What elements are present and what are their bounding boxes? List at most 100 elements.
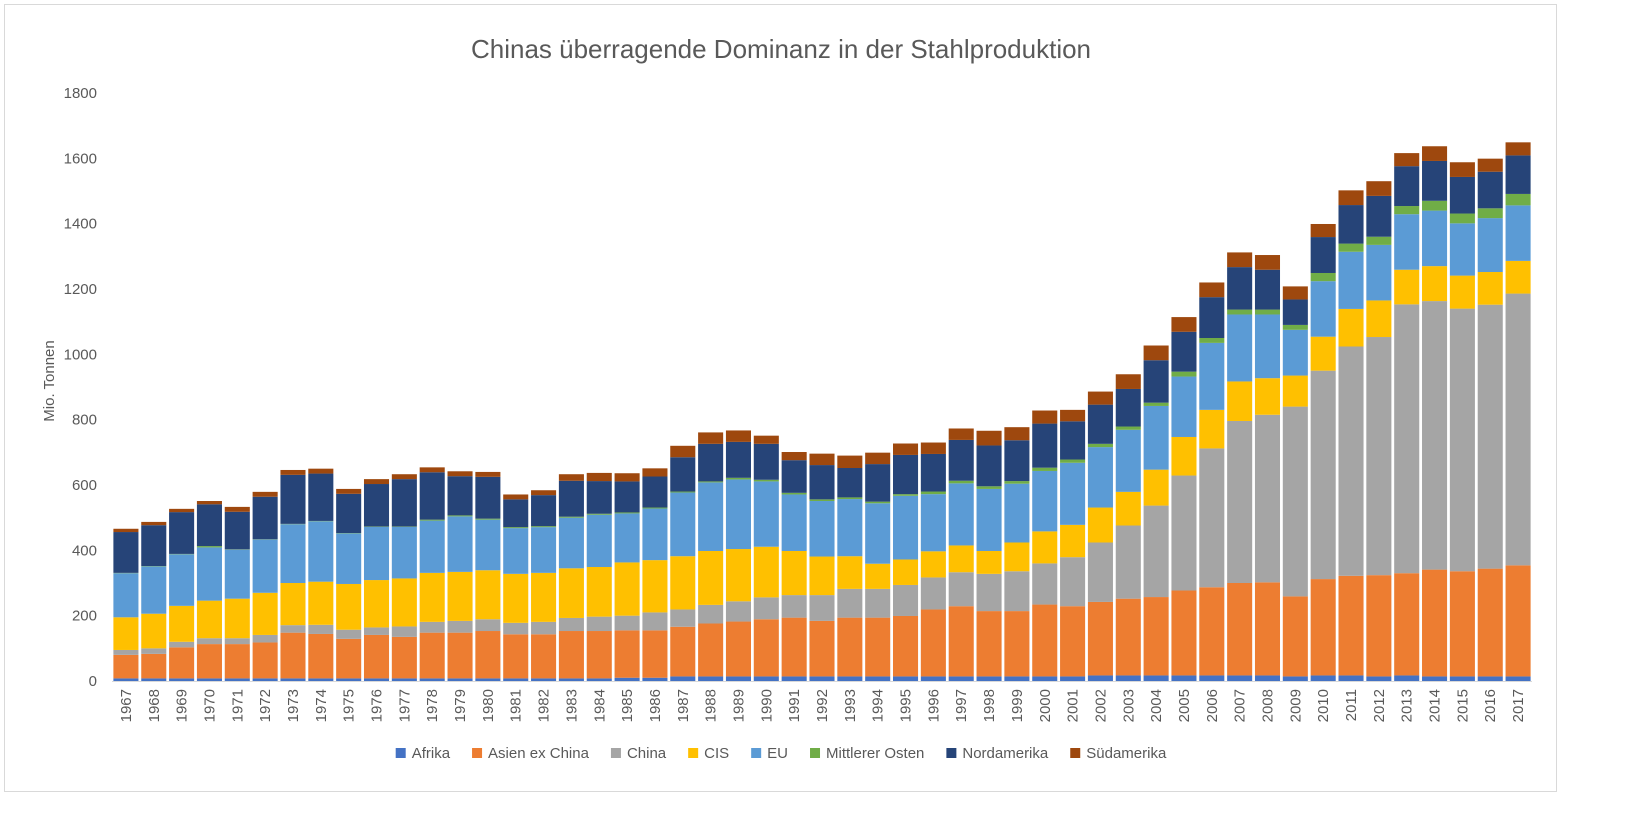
chart-frame: Chinas überragende Dominanz in der Stahl… [4,4,1557,792]
bars-group [113,142,1531,681]
bar-segment [1422,146,1448,161]
bar-segment [781,452,807,461]
bar-segment [447,476,473,516]
bar-segment [1004,427,1030,441]
bar-segment [419,572,445,622]
bar-segment [252,539,278,593]
x-tick-label: 2015 [1454,689,1471,722]
bar-segment [948,428,974,440]
bar-segment [224,511,250,550]
bar-segment [1087,443,1113,448]
bar-segment [1422,160,1448,201]
x-tick-label: 1969 [174,689,191,722]
bar-segment [336,583,362,630]
bar-segment [1171,371,1197,377]
bar-segment [1254,309,1281,315]
bar-segment [308,678,334,681]
bar-segment [503,573,529,623]
bar-segment [336,493,362,534]
bar-segment [614,562,640,616]
bar-segment [920,491,946,495]
bar-segment [1477,158,1503,172]
legend-swatch [810,748,821,758]
bar-segment [865,503,891,564]
bar-segment [1254,582,1281,676]
bar-segment [725,549,751,602]
bar-segment [670,609,696,627]
bar-segment [503,494,529,500]
bar-segment [1004,481,1030,484]
bar-segment [698,676,724,681]
bar-segment [280,678,306,681]
bar-segment [1338,205,1364,244]
legend: Afrika Asien ex China China CIS EU Mittlerer … [395,745,1167,762]
bar-segment [1115,426,1141,430]
bar-segment [558,474,584,481]
bar-segment [475,519,501,571]
bar-segment [614,512,640,514]
bar-segment [976,430,1002,446]
bar-segment [1254,675,1281,681]
bar-segment [1004,611,1030,677]
bar-segment [920,494,946,552]
bar-segment [698,550,724,605]
x-tick-label: 1972 [257,689,274,722]
bar-segment [1060,606,1086,677]
bar-segment [419,632,445,679]
bar-segment [363,627,390,635]
bar-segment [558,516,584,518]
bar-segment [1366,244,1392,301]
legend-label: Mittlerer Osten [826,745,924,762]
bar-segment [1199,409,1225,449]
bar-segment [1282,329,1308,376]
bar-segment [196,501,222,505]
bar-segment [1338,346,1364,576]
bar-segment [753,597,779,620]
bar-segment [948,606,974,677]
bar-segment [113,617,139,650]
bar-segment [837,499,863,557]
bar-segment [141,678,167,681]
bar-segment [1310,336,1336,371]
bar-segment [531,572,557,622]
bar-segment [1254,255,1281,270]
bar-segment [586,472,612,482]
bar-segment [1338,251,1364,309]
y-axis-label: Mio. Tonnen [41,340,58,421]
bar-segment [865,501,891,504]
bar-segment [781,494,807,551]
bar-segment [1199,675,1225,681]
x-tick-label: 1985 [619,689,636,722]
x-tick-label: 1968 [146,689,163,722]
bar-segment [781,492,807,495]
bar-segment [336,533,362,584]
bar-segment [1310,579,1336,676]
bar-segment [753,481,779,547]
legend-label: China [627,745,667,762]
x-tick-label: 1974 [313,689,330,722]
bar-segment [1171,590,1197,676]
bar-segment [419,519,445,521]
bar-segment [586,481,612,514]
bar-segment [1087,391,1113,405]
y-tick-label: 1400 [64,216,97,233]
legend-label: Afrika [412,745,451,762]
bar-segment [224,549,250,599]
bar-segment [1394,166,1420,207]
x-tick-label: 2004 [1148,689,1165,722]
bar-segment [558,480,584,517]
bar-segment [725,621,751,677]
bar-segment [1060,409,1086,422]
bar-segment [1449,571,1475,677]
bar-segment [363,526,390,581]
bar-segment [1477,208,1503,219]
bar-segment [169,641,195,648]
bar-segment [113,528,139,533]
bar-segment [1087,675,1113,681]
bar-segment [1087,542,1113,602]
bar-segment [753,676,779,681]
bar-segment [865,563,891,589]
bar-segment [920,676,946,681]
bar-segment [1087,404,1113,444]
bar-segment [1199,342,1225,410]
